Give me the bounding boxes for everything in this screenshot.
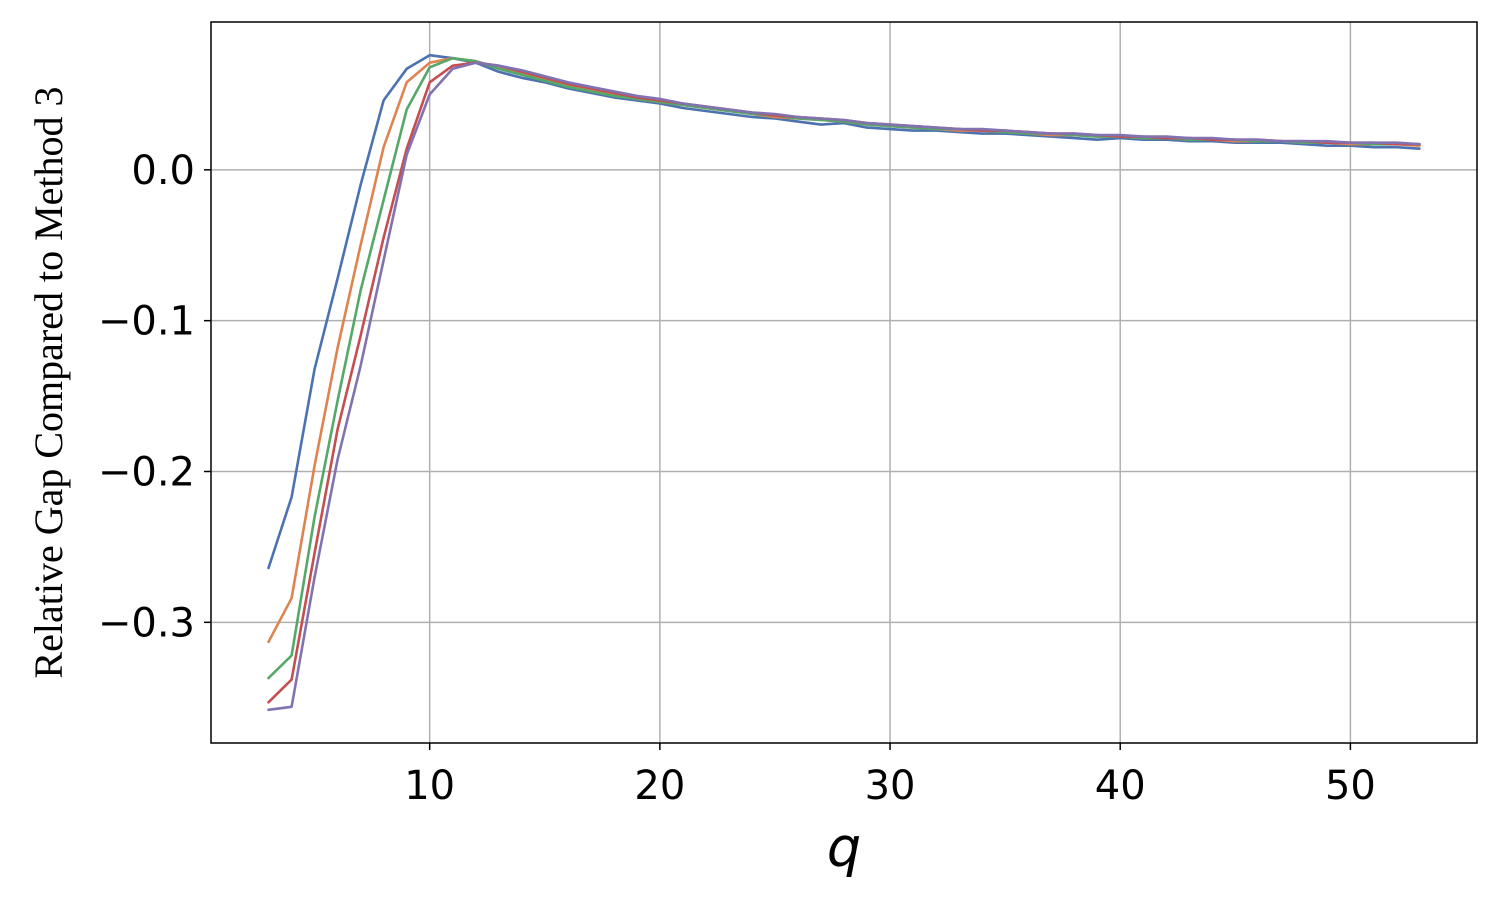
series-line-4 xyxy=(267,61,1421,704)
series-line-3 xyxy=(267,56,1421,680)
y-tick-label: −0.3 xyxy=(98,600,195,646)
x-tick-label: 10 xyxy=(404,763,455,809)
series-lines xyxy=(267,53,1421,712)
plot-frame xyxy=(210,21,1478,744)
series-line-1 xyxy=(267,53,1421,570)
x-tick-label: 20 xyxy=(634,763,685,809)
x-tick-label: 40 xyxy=(1095,763,1146,809)
ticks: 10 20 30 40 50 0.0 −0.1 −0.2 −0.3 xyxy=(98,148,1376,809)
x-axis-label: q xyxy=(827,816,861,879)
grid xyxy=(211,22,1477,743)
y-tick-label: 0.0 xyxy=(131,148,195,194)
x-tick-label: 50 xyxy=(1325,763,1376,809)
y-axis-label: Relative Gap Compared to Method 3 xyxy=(26,86,71,678)
series-line-5 xyxy=(267,61,1421,712)
y-tick-label: −0.2 xyxy=(98,449,195,495)
series-line-2 xyxy=(267,56,1421,644)
y-tick-label: −0.1 xyxy=(98,299,195,345)
x-tick-label: 30 xyxy=(865,763,916,809)
